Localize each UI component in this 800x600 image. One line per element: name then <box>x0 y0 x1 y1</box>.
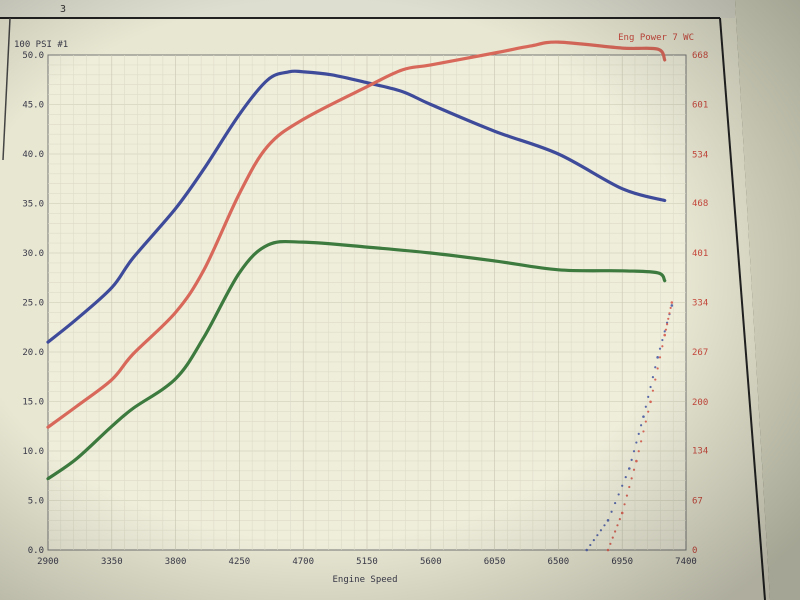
right-y-tick-label: 601 <box>692 101 708 111</box>
x-tick-label: 4700 <box>292 557 314 567</box>
trace-point-4 <box>630 477 633 480</box>
trace-point-4 <box>651 389 655 392</box>
trace-point-3 <box>589 543 592 547</box>
right-y-tick-label: 134 <box>692 447 708 457</box>
trace-point-4 <box>609 542 612 545</box>
trace-point-4 <box>669 306 672 310</box>
trace-point-3 <box>627 467 631 470</box>
trace-point-4 <box>616 524 619 527</box>
left-y-tick-label: 35.0 <box>22 200 44 210</box>
trace-point-3 <box>670 304 674 307</box>
left-y-tick-label: 15.0 <box>22 398 44 408</box>
left-y-tick-label: 40.0 <box>22 150 44 160</box>
trace-point-3 <box>644 405 647 408</box>
trace-point-4 <box>611 536 614 539</box>
trace-point-3 <box>624 476 627 479</box>
trace-point-4 <box>668 312 671 315</box>
right-y-tick-label: 334 <box>692 299 708 309</box>
trace-point-3 <box>656 356 659 359</box>
left-y-tick-label: 0.0 <box>28 546 44 556</box>
left-y-tick-label: 45.0 <box>22 101 44 111</box>
trace-point-3 <box>585 548 589 552</box>
trace-point-4 <box>620 511 624 515</box>
trace-point-4 <box>623 503 626 506</box>
trace-point-3 <box>649 385 652 389</box>
trace-point-4 <box>625 494 629 497</box>
right-axis-title: Eng Power 7 WC <box>618 33 694 43</box>
trace-point-3 <box>654 366 657 369</box>
right-y-tick-label: 0 <box>692 546 697 556</box>
trace-point-4 <box>644 420 647 423</box>
trace-point-3 <box>651 375 655 379</box>
trace-point-4 <box>647 410 650 413</box>
left-axis-title: 100 PSI #1 <box>14 40 68 50</box>
right-y-tick-label: 668 <box>692 51 708 61</box>
trace-point-3 <box>632 450 636 453</box>
right-y-tick-label: 200 <box>692 398 708 408</box>
trace-point-3 <box>596 534 599 537</box>
trace-point-4 <box>637 450 640 453</box>
right-y-tick-label: 267 <box>692 348 708 358</box>
right-y-tick-label: 401 <box>692 249 708 259</box>
x-tick-label: 2900 <box>37 557 59 567</box>
trace-point-3 <box>635 441 638 444</box>
trace-point-4 <box>618 518 621 521</box>
trace-point-3 <box>647 395 650 398</box>
x-axis-title: Engine Speed <box>332 575 397 585</box>
x-tick-label: 7400 <box>675 557 697 567</box>
trace-point-3 <box>640 424 643 427</box>
trace-point-3 <box>614 501 617 505</box>
trace-point-4 <box>649 400 652 404</box>
trace-point-4 <box>642 430 645 433</box>
trace-point-4 <box>661 345 664 348</box>
trace-point-4 <box>640 440 643 443</box>
x-tick-label: 3350 <box>101 557 123 567</box>
left-y-tick-label: 25.0 <box>22 299 44 309</box>
x-tick-label: 5600 <box>420 557 442 567</box>
x-tick-label: 4250 <box>229 557 251 567</box>
trace-point-4 <box>665 323 669 326</box>
trace-point-3 <box>610 510 613 513</box>
x-tick-label: 6950 <box>611 557 633 567</box>
x-tick-label: 6050 <box>484 557 506 567</box>
trace-point-4 <box>606 548 610 552</box>
left-y-tick-label: 30.0 <box>22 249 44 259</box>
trace-point-3 <box>658 347 662 350</box>
page-number: 3 <box>60 4 66 15</box>
x-tick-label: 6500 <box>548 557 570 567</box>
trace-point-3 <box>617 493 620 496</box>
trace-point-4 <box>656 367 659 370</box>
trace-point-3 <box>599 529 603 532</box>
left-y-tick-label: 5.0 <box>28 497 44 507</box>
x-tick-label: 3800 <box>165 557 187 567</box>
trace-point-4 <box>614 530 617 533</box>
left-y-tick-label: 20.0 <box>22 348 44 358</box>
trace-point-3 <box>603 524 606 527</box>
x-tick-label: 5150 <box>356 557 378 567</box>
trace-point-3 <box>592 539 595 542</box>
trace-point-4 <box>663 333 667 337</box>
trace-point-4 <box>667 317 670 320</box>
trace-point-4 <box>654 378 657 381</box>
trace-point-4 <box>658 356 662 359</box>
trace-point-3 <box>642 415 645 418</box>
trace-point-3 <box>630 458 633 461</box>
left-y-tick-label: 10.0 <box>22 447 44 457</box>
right-y-tick-label: 67 <box>692 496 703 506</box>
trace-point-4 <box>664 328 668 331</box>
trace-point-4 <box>635 459 638 463</box>
previous-page-strip <box>0 0 735 18</box>
right-y-tick-label: 534 <box>692 150 708 160</box>
trace-point-3 <box>606 519 610 522</box>
right-y-tick-label: 468 <box>692 199 708 209</box>
trace-point-3 <box>661 338 664 342</box>
trace-point-3 <box>621 484 624 487</box>
left-y-tick-label: 50.0 <box>22 51 44 61</box>
trace-point-4 <box>628 485 631 489</box>
trace-point-4 <box>632 468 636 471</box>
trace-point-3 <box>637 432 640 436</box>
trace-point-4 <box>670 301 674 304</box>
